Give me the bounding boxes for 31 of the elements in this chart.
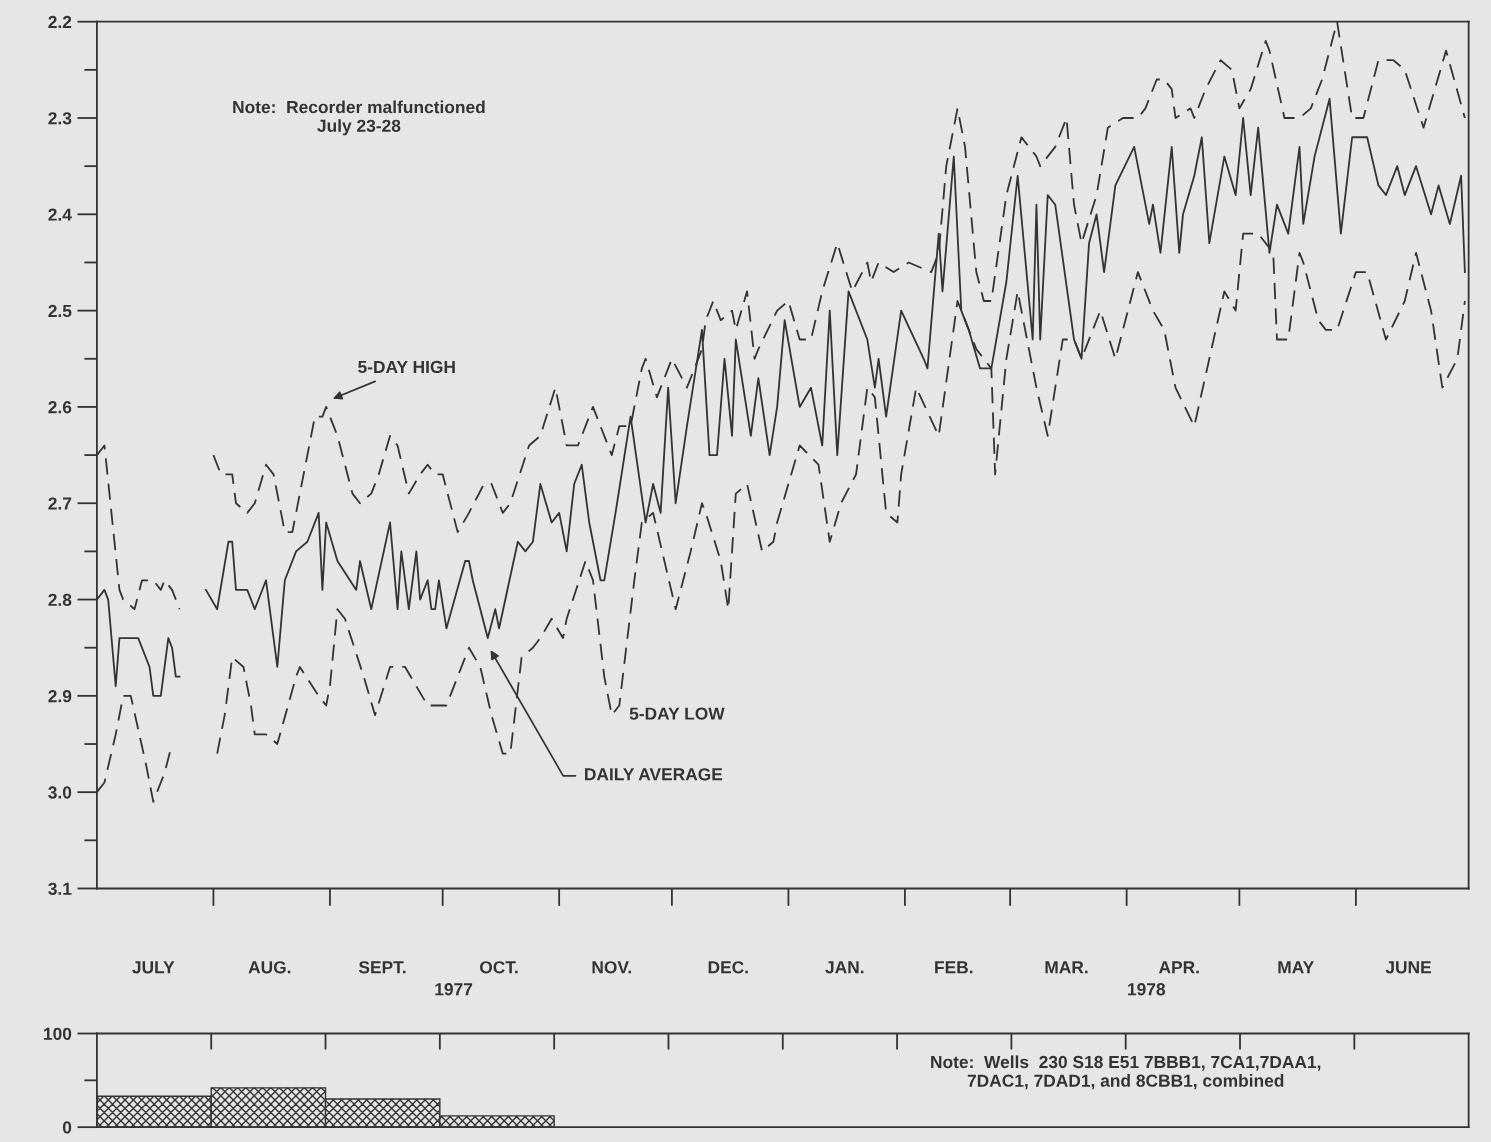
y-tick-label: 3.1 <box>48 882 72 895</box>
x-tick-label: APR. <box>1158 961 1199 974</box>
x-tick-label: NOV. <box>592 961 632 974</box>
text: 1978 <box>1128 983 1166 996</box>
x-tick-label: MAY <box>1278 961 1314 974</box>
x-tick-label: MAR. <box>1045 961 1088 974</box>
y-tick-label: 2.3 <box>48 112 72 125</box>
text: 1977 <box>435 983 473 996</box>
x-tick-label: AUG. <box>248 961 291 974</box>
y-tick-label: 2.7 <box>48 497 72 510</box>
x-tick-label: FEB. <box>935 961 973 974</box>
annotation: Note: Wells 230 S18 E51 7BBB1, 7CA1,7DAA1, 7DAC1, 7DAD1, and 8CBB1, combined <box>931 1055 1321 1090</box>
y-tick-label: 0 <box>62 1121 72 1134</box>
text: DAILY AVERAGE <box>585 768 723 781</box>
x-tick-label: DEC. <box>708 961 748 974</box>
y-tick-label: 2.8 <box>48 593 72 607</box>
x-tick-label: OCT. <box>479 961 518 974</box>
x-tick-label: JAN. <box>825 961 864 974</box>
y-tick-label: 2.5 <box>48 304 72 318</box>
x-tick-label: JULY <box>132 961 175 974</box>
y-tick-label: 2.6 <box>48 401 72 414</box>
y-tick-label: 3.0 <box>48 786 72 799</box>
annotation: Note: Recorder malfunctioned July 23-28 <box>233 100 485 136</box>
x-tick-label: JUNE <box>1385 961 1431 974</box>
y-tick-label: 2.9 <box>48 690 72 703</box>
series-label: 5-DAY LOW <box>629 707 725 720</box>
text: 5-DAY HIGH <box>358 360 455 374</box>
y-tick-label: 2.2 <box>48 15 72 28</box>
y-tick-label: 2.4 <box>48 208 72 221</box>
y-tick-label: 100 <box>44 1027 72 1040</box>
x-tick-label: SEPT. <box>358 961 406 974</box>
